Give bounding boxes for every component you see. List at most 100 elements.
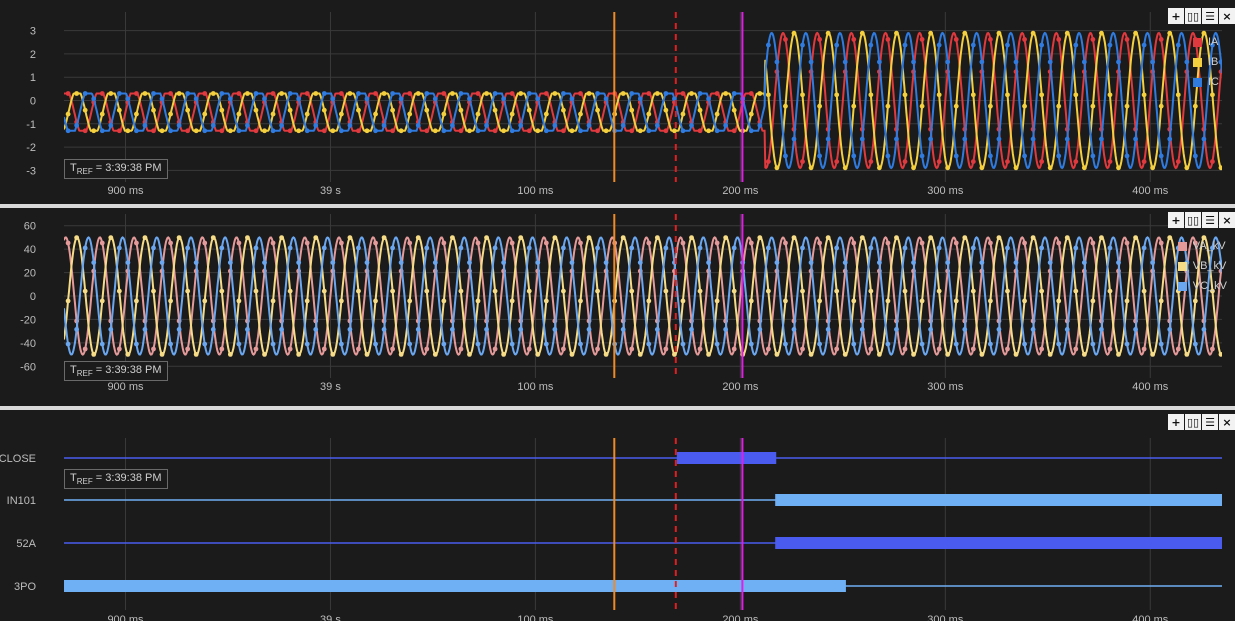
sample-point-va_kv bbox=[595, 346, 600, 352]
sample-point-ib bbox=[979, 165, 985, 171]
legend-item-vb[interactable]: VB_kV bbox=[1177, 256, 1227, 276]
sample-point-vc_kv bbox=[142, 327, 148, 332]
channel-high-in101 bbox=[775, 494, 1222, 506]
sample-point-vb_kv bbox=[988, 298, 993, 304]
sample-point-vb_kv bbox=[748, 298, 754, 304]
sample-point-vb_kv bbox=[1192, 298, 1198, 304]
sample-point-ib bbox=[381, 91, 387, 96]
sample-point-vc_kv bbox=[407, 341, 413, 347]
sample-point-ib bbox=[245, 91, 250, 96]
sample-point-ia bbox=[1039, 159, 1045, 164]
sample-point-vb_kv bbox=[1158, 298, 1164, 304]
sample-point-ic bbox=[159, 96, 165, 102]
sample-point-ic bbox=[99, 128, 105, 134]
sample-point-ib bbox=[390, 107, 396, 113]
sample-point-ic bbox=[492, 91, 498, 96]
sample-point-ia bbox=[629, 128, 635, 134]
sample-point-ia bbox=[800, 159, 805, 164]
sample-point-vb_kv bbox=[672, 351, 677, 357]
sample-point-ic bbox=[714, 128, 720, 134]
sample-point-ib bbox=[467, 128, 472, 134]
sample-point-ic bbox=[236, 128, 242, 134]
sample-point-va_kv bbox=[1210, 346, 1215, 352]
sample-point-ib bbox=[851, 103, 857, 109]
sample-point-vb_kv bbox=[757, 235, 763, 241]
channel-high-3po bbox=[64, 580, 846, 592]
x-tick-label: 300 ms bbox=[927, 381, 964, 393]
split-columns-icon[interactable]: ▯▯ bbox=[1185, 414, 1201, 430]
sample-point-ib bbox=[672, 128, 677, 134]
close-icon[interactable]: × bbox=[1219, 8, 1235, 24]
sample-point-vb_kv bbox=[364, 351, 370, 357]
sample-point-vb_kv bbox=[65, 298, 71, 304]
close-icon[interactable]: × bbox=[1219, 212, 1235, 228]
sample-point-va_kv bbox=[356, 346, 361, 352]
sample-point-vc_kv bbox=[911, 260, 916, 265]
sample-point-ia bbox=[236, 91, 242, 96]
x-tick-label: 100 ms bbox=[517, 381, 554, 393]
sample-point-ib bbox=[518, 91, 524, 96]
add-icon[interactable]: + bbox=[1168, 8, 1184, 24]
sample-point-ic bbox=[1005, 42, 1010, 48]
sample-point-ic bbox=[484, 123, 489, 128]
sample-point-vb_kv bbox=[817, 298, 823, 304]
split-rows-icon[interactable]: ☰ bbox=[1202, 414, 1218, 430]
panel-divider[interactable] bbox=[0, 406, 1235, 410]
split-rows-icon[interactable]: ☰ bbox=[1202, 8, 1218, 24]
sample-point-ib bbox=[1201, 30, 1207, 36]
sample-point-ia bbox=[561, 128, 566, 134]
sample-point-ia bbox=[99, 91, 105, 96]
add-icon[interactable]: + bbox=[1168, 212, 1184, 228]
sample-point-ib bbox=[373, 111, 378, 117]
sample-point-vc_kv bbox=[535, 260, 541, 265]
sample-point-vc_kv bbox=[116, 245, 122, 251]
sample-point-ib bbox=[535, 128, 541, 134]
sample-point-ib bbox=[99, 111, 105, 117]
sample-point-vb_kv bbox=[347, 235, 353, 241]
sample-point-vc_kv bbox=[202, 341, 208, 347]
legend-item-vc[interactable]: VC_kV bbox=[1177, 276, 1227, 296]
sample-point-vb_kv bbox=[1210, 288, 1215, 294]
voltage-legend: VA_kV VB_kV VC_kV bbox=[1177, 236, 1227, 296]
sample-point-ic bbox=[569, 96, 575, 102]
sample-point-ia bbox=[65, 91, 71, 96]
sample-point-vc_kv bbox=[1167, 327, 1173, 332]
channel-label-close: CLOSE bbox=[0, 453, 36, 465]
legend-item-va[interactable]: VA_kV bbox=[1177, 236, 1227, 256]
sample-point-ic bbox=[697, 91, 703, 96]
sample-point-ib bbox=[1030, 30, 1036, 36]
sample-point-vc_kv bbox=[552, 327, 558, 332]
sample-point-ib bbox=[1073, 92, 1079, 98]
sample-point-ib bbox=[1039, 92, 1045, 98]
sample-point-vc_kv bbox=[979, 260, 985, 265]
sample-point-va_kv bbox=[475, 240, 481, 246]
split-columns-icon[interactable]: ▯▯ bbox=[1185, 8, 1201, 24]
legend-item-ia[interactable]: IA bbox=[1193, 32, 1219, 52]
sample-point-ib bbox=[82, 107, 88, 113]
sample-point-ib bbox=[868, 92, 874, 98]
sample-point-ib bbox=[783, 103, 788, 109]
sample-point-ib bbox=[219, 107, 225, 113]
sample-point-vb_kv bbox=[894, 235, 899, 241]
sample-point-vb_kv bbox=[783, 298, 788, 304]
sample-point-vb_kv bbox=[1047, 351, 1053, 357]
y-tick-label: 20 bbox=[24, 268, 36, 280]
sample-point-vc_kv bbox=[637, 260, 643, 265]
sample-point-vc_kv bbox=[415, 327, 421, 332]
sample-point-vc_kv bbox=[783, 341, 788, 347]
legend-item-ic[interactable]: IC bbox=[1193, 72, 1219, 92]
sample-point-vc_kv bbox=[689, 327, 694, 332]
sample-point-vc_kv bbox=[347, 327, 353, 332]
sample-point-ic bbox=[526, 91, 532, 96]
sample-point-vb_kv bbox=[287, 288, 293, 294]
add-icon[interactable]: + bbox=[1168, 414, 1184, 430]
sample-point-va_kv bbox=[1175, 346, 1181, 352]
close-icon[interactable]: × bbox=[1219, 414, 1235, 430]
split-rows-icon[interactable]: ☰ bbox=[1202, 212, 1218, 228]
sample-point-ia bbox=[82, 128, 88, 134]
split-columns-icon[interactable]: ▯▯ bbox=[1185, 212, 1201, 228]
sample-point-vb_kv bbox=[629, 288, 635, 294]
legend-item-ib[interactable]: IB bbox=[1193, 52, 1219, 72]
y-tick-label: 0 bbox=[30, 291, 36, 303]
panel-divider[interactable] bbox=[0, 204, 1235, 208]
